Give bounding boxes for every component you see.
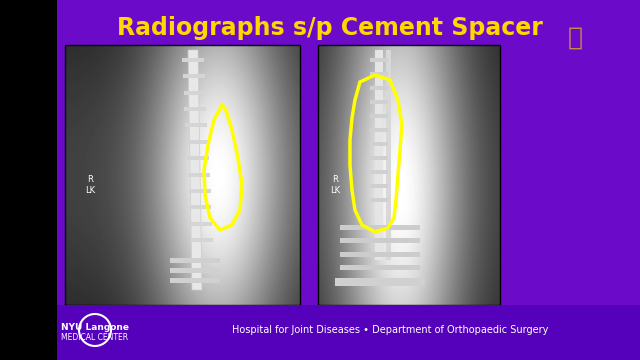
Bar [170, 278, 220, 283]
Bar [386, 50, 391, 260]
Bar [188, 172, 210, 176]
Bar [57, 305, 640, 360]
Bar [340, 225, 420, 230]
Bar [182, 58, 204, 62]
Bar [340, 238, 420, 243]
Text: Hospital for Joint Diseases • Department of Orthopaedic Surgery: Hospital for Joint Diseases • Department… [232, 325, 548, 335]
Bar [170, 268, 220, 273]
Bar [184, 91, 205, 95]
Bar [335, 278, 425, 286]
Bar [375, 50, 383, 260]
Bar [370, 114, 388, 118]
Bar [190, 222, 212, 226]
Bar [370, 184, 388, 188]
Bar [189, 205, 211, 209]
Bar [186, 140, 208, 144]
Text: Radiographs s/p Cement Spacer: Radiographs s/p Cement Spacer [117, 16, 543, 40]
Bar [185, 123, 207, 127]
Bar [370, 170, 388, 174]
Text: NYU Langone: NYU Langone [61, 323, 129, 332]
Bar [370, 198, 388, 202]
Text: R
LK: R LK [85, 175, 95, 195]
Bar [340, 265, 420, 270]
Bar [187, 156, 209, 160]
Bar [183, 75, 205, 78]
Text: 🏃: 🏃 [568, 26, 582, 50]
Bar [370, 128, 388, 132]
Bar [370, 100, 388, 104]
Text: R
LK: R LK [330, 175, 340, 195]
Bar [191, 238, 213, 242]
Bar [370, 142, 388, 146]
Bar [65, 45, 300, 305]
Text: MEDICAL CENTER: MEDICAL CENTER [61, 333, 129, 342]
Polygon shape [188, 50, 202, 290]
Bar [340, 252, 420, 257]
Bar [170, 258, 220, 263]
Bar [370, 86, 388, 90]
Bar [184, 107, 207, 111]
Bar [370, 58, 388, 62]
Bar [189, 189, 211, 193]
Bar [370, 72, 388, 76]
Bar [370, 156, 388, 160]
Bar [318, 45, 500, 305]
